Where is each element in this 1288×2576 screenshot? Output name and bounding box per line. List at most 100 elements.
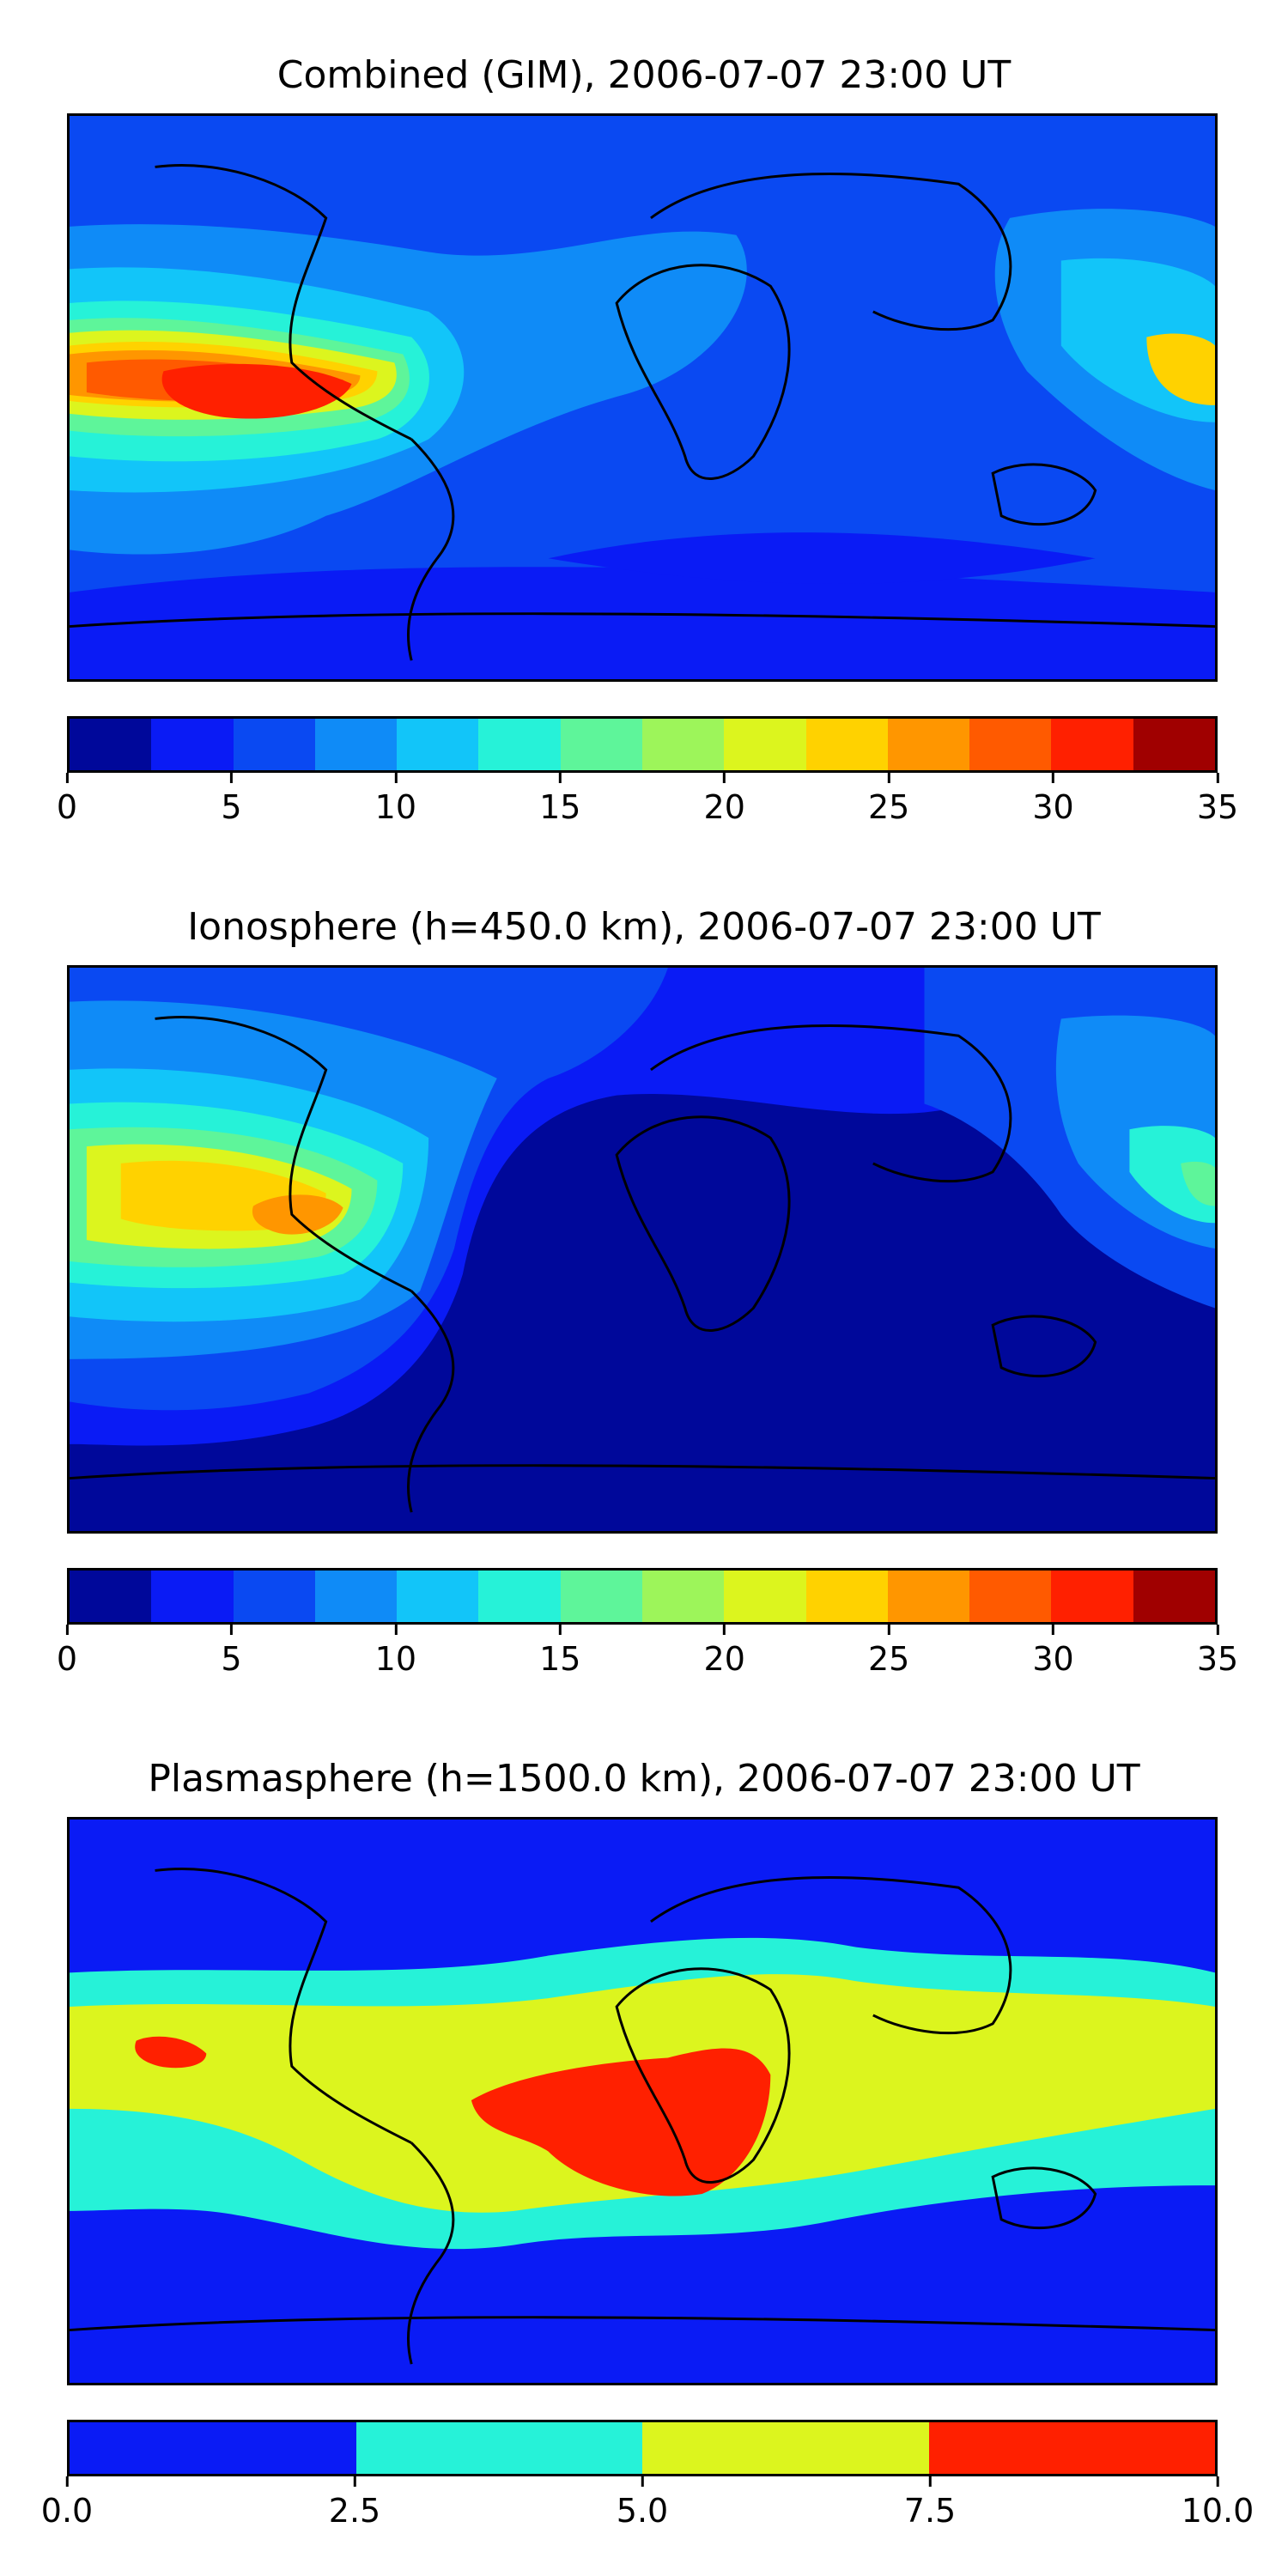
colorbar-segment	[560, 719, 642, 770]
colorbar-tick: 10	[375, 1625, 416, 1680]
colorbar-segment	[397, 1571, 479, 1622]
map-plasmasphere	[67, 1817, 1218, 2385]
colorbar-segment	[70, 1571, 152, 1622]
tick-label: 25	[867, 788, 910, 826]
colorbar-segment	[724, 719, 806, 770]
tick-label: 5	[221, 1640, 242, 1678]
colorbar-segment	[151, 719, 234, 770]
tick-label: 35	[1196, 1640, 1239, 1678]
tick-label: 5.0	[616, 2492, 669, 2530]
tick-mark	[1216, 773, 1219, 783]
tick-label: 30	[1032, 788, 1074, 826]
tick-label: 30	[1032, 1640, 1074, 1678]
colorbar-segment	[1133, 1571, 1215, 1622]
tick-mark	[229, 773, 233, 783]
tec-map-combined	[70, 116, 1215, 679]
colorbar-segment	[314, 719, 398, 770]
tick-label: 7.5	[903, 2492, 957, 2530]
tick-mark	[229, 1625, 233, 1635]
colorbar-tick: 10.0	[1181, 2476, 1255, 2531]
tick-label: 15	[539, 1640, 581, 1678]
tick-mark	[1216, 1625, 1219, 1635]
colorbar-segment	[70, 719, 152, 770]
tick-mark	[887, 773, 890, 783]
colorbar-segment	[928, 2422, 1215, 2474]
tick-label: 35	[1196, 788, 1239, 826]
colorbar-tick: 0.0	[41, 2476, 93, 2531]
tick-mark	[1052, 1625, 1055, 1635]
colorbar-segment	[642, 2422, 929, 2474]
chart-title: Ionosphere (h=450.0 km), 2006-07-07 23:0…	[187, 905, 1101, 949]
tick-mark	[558, 1625, 562, 1635]
colorbar-segment	[969, 719, 1052, 770]
colorbar-segment	[641, 719, 725, 770]
colorbar-segment	[1133, 719, 1215, 770]
colorbar-segment	[233, 719, 315, 770]
tick-label: 0.0	[40, 2492, 94, 2530]
colorbar-segment	[641, 1571, 725, 1622]
colorbar-tick: 2.5	[329, 2476, 380, 2531]
colorbar-segment	[478, 719, 561, 770]
tick-mark	[928, 2476, 932, 2487]
tick-label: 2.5	[328, 2492, 381, 2530]
colorbar-segment	[478, 1571, 561, 1622]
colorbar-segment	[969, 1571, 1052, 1622]
colorbar-segment	[70, 2422, 356, 2474]
colorbar-segment	[724, 1571, 806, 1622]
colorbar-segment	[887, 1571, 970, 1622]
tick-label: 0	[56, 1640, 78, 1678]
tick-mark	[65, 773, 69, 783]
tick-mark	[723, 773, 726, 783]
tick-mark	[723, 1625, 726, 1635]
colorbar-tick: 15	[539, 1625, 580, 1680]
colorbar-tick: 5	[221, 773, 242, 828]
tec-map-ionosphere	[70, 968, 1215, 1531]
map-combined	[67, 113, 1218, 682]
colorbar-segment	[1051, 719, 1133, 770]
colorbar-tick: 25	[868, 773, 909, 828]
colorbar-segment	[805, 719, 888, 770]
colorbar-segment	[233, 1571, 315, 1622]
tec-map-plasmasphere	[70, 1820, 1215, 2383]
colorbar-ticks-plasmasphere: 0.0 2.5 5.0 7.5 10.0	[41, 2476, 1254, 2531]
colorbar-segment	[355, 2422, 642, 2474]
colorbar-tick: 35	[1197, 773, 1238, 828]
tick-mark	[1216, 2476, 1219, 2487]
colorbar-segment	[397, 719, 479, 770]
tick-mark	[1052, 773, 1055, 783]
chart-title: Plasmasphere (h=1500.0 km), 2006-07-07 2…	[148, 1757, 1140, 1801]
colorbar-segment	[1051, 1571, 1133, 1622]
tick-label: 20	[703, 1640, 745, 1678]
colorbar-tick: 15	[539, 773, 580, 828]
tick-mark	[887, 1625, 890, 1635]
tick-mark	[65, 2476, 69, 2487]
colorbar-tick: 7.5	[904, 2476, 956, 2531]
tick-mark	[558, 773, 562, 783]
tick-mark	[394, 773, 398, 783]
tick-label: 5	[221, 788, 242, 826]
colorbar-tick: 5	[221, 1625, 242, 1680]
colorbar-tick: 5.0	[617, 2476, 668, 2531]
tick-mark	[353, 2476, 356, 2487]
colorbar-ionosphere	[67, 1568, 1218, 1625]
colorbar-segment	[560, 1571, 642, 1622]
colorbar-tick: 35	[1197, 1625, 1238, 1680]
tick-mark	[65, 1625, 69, 1635]
tick-label: 10.0	[1181, 2492, 1255, 2530]
tick-label: 10	[374, 1640, 417, 1678]
colorbar-plasmasphere	[67, 2420, 1218, 2476]
colorbar-tick: 20	[704, 773, 745, 828]
colorbar-combined	[67, 716, 1218, 773]
map-ionosphere	[67, 965, 1218, 1534]
tick-label: 0	[56, 788, 78, 826]
colorbar-segment	[314, 1571, 398, 1622]
tick-mark	[641, 2476, 644, 2487]
colorbar-tick: 0	[57, 773, 77, 828]
tick-label: 20	[703, 788, 745, 826]
colorbar-segment	[887, 719, 970, 770]
colorbar-ticks-ionosphere: 0 5 10 15 20 25 30 35	[57, 1625, 1238, 1678]
chart-title: Combined (GIM), 2006-07-07 23:00 UT	[276, 53, 1012, 97]
colorbar-segment	[805, 1571, 888, 1622]
tick-label: 25	[867, 1640, 910, 1678]
colorbar-tick: 0	[57, 1625, 77, 1680]
